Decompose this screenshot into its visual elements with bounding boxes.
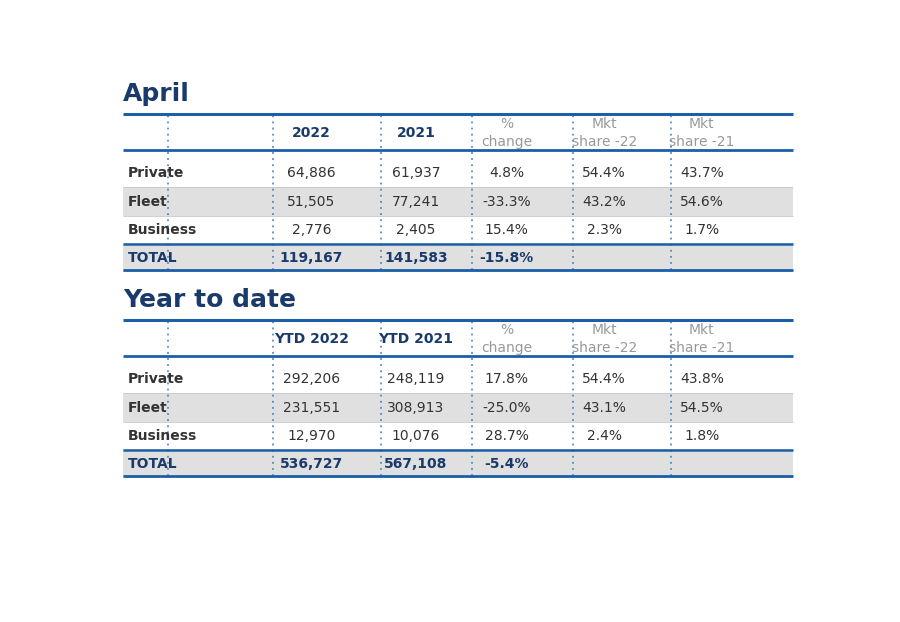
Text: 54.6%: 54.6% bbox=[680, 195, 724, 208]
Text: Fleet: Fleet bbox=[128, 195, 167, 208]
Text: 54.4%: 54.4% bbox=[582, 372, 626, 386]
Text: 43.1%: 43.1% bbox=[582, 401, 626, 414]
Text: 10,076: 10,076 bbox=[392, 429, 440, 443]
Text: YTD 2021: YTD 2021 bbox=[378, 332, 454, 346]
Text: 61,937: 61,937 bbox=[392, 166, 440, 180]
Text: Private: Private bbox=[128, 372, 184, 386]
Text: -25.0%: -25.0% bbox=[482, 401, 531, 414]
Text: 64,886: 64,886 bbox=[287, 166, 336, 180]
Text: 15.4%: 15.4% bbox=[484, 223, 528, 238]
Text: -33.3%: -33.3% bbox=[482, 195, 531, 208]
Text: %
change: % change bbox=[481, 118, 532, 149]
Bar bbox=[123, 393, 793, 422]
Text: -15.8%: -15.8% bbox=[480, 251, 534, 264]
Text: 119,167: 119,167 bbox=[280, 251, 343, 264]
Bar bbox=[123, 449, 793, 478]
Text: 54.4%: 54.4% bbox=[582, 166, 626, 180]
Text: 77,241: 77,241 bbox=[392, 195, 440, 208]
Text: 43.7%: 43.7% bbox=[680, 166, 724, 180]
Text: 141,583: 141,583 bbox=[384, 251, 447, 264]
Text: 536,727: 536,727 bbox=[280, 457, 343, 470]
Text: 2022: 2022 bbox=[292, 126, 330, 140]
Text: 43.2%: 43.2% bbox=[582, 195, 626, 208]
Bar bbox=[123, 243, 793, 272]
Text: April: April bbox=[123, 82, 190, 106]
Text: Mkt
share -21: Mkt share -21 bbox=[670, 323, 734, 355]
Text: 2.3%: 2.3% bbox=[587, 223, 622, 238]
Text: Business: Business bbox=[128, 429, 197, 443]
Text: 4.8%: 4.8% bbox=[489, 166, 524, 180]
Text: Business: Business bbox=[128, 223, 197, 238]
Bar bbox=[123, 187, 793, 216]
Text: 2021: 2021 bbox=[397, 126, 436, 140]
Text: Private: Private bbox=[128, 166, 184, 180]
Text: 292,206: 292,206 bbox=[283, 372, 340, 386]
Text: 231,551: 231,551 bbox=[283, 401, 340, 414]
Text: Year to date: Year to date bbox=[123, 288, 296, 312]
Text: Fleet: Fleet bbox=[128, 401, 167, 414]
Text: 2.4%: 2.4% bbox=[587, 429, 622, 443]
Text: 248,119: 248,119 bbox=[387, 372, 445, 386]
Text: 2,776: 2,776 bbox=[292, 223, 331, 238]
Text: 567,108: 567,108 bbox=[384, 457, 447, 470]
Text: 2,405: 2,405 bbox=[396, 223, 436, 238]
Text: Mkt
share -22: Mkt share -22 bbox=[572, 118, 637, 149]
Text: 51,505: 51,505 bbox=[287, 195, 336, 208]
Text: 28.7%: 28.7% bbox=[484, 429, 528, 443]
Text: YTD 2022: YTD 2022 bbox=[274, 332, 349, 346]
Text: Mkt
share -21: Mkt share -21 bbox=[670, 118, 734, 149]
Text: -5.4%: -5.4% bbox=[484, 457, 529, 470]
Text: 54.5%: 54.5% bbox=[680, 401, 724, 414]
Text: %
change: % change bbox=[481, 323, 532, 355]
Text: TOTAL: TOTAL bbox=[128, 251, 177, 264]
Text: TOTAL: TOTAL bbox=[128, 457, 177, 470]
Text: 17.8%: 17.8% bbox=[484, 372, 528, 386]
Text: 308,913: 308,913 bbox=[387, 401, 445, 414]
Text: 1.7%: 1.7% bbox=[684, 223, 719, 238]
Text: 43.8%: 43.8% bbox=[680, 372, 724, 386]
Text: 12,970: 12,970 bbox=[287, 429, 336, 443]
Text: Mkt
share -22: Mkt share -22 bbox=[572, 323, 637, 355]
Text: 1.8%: 1.8% bbox=[684, 429, 719, 443]
